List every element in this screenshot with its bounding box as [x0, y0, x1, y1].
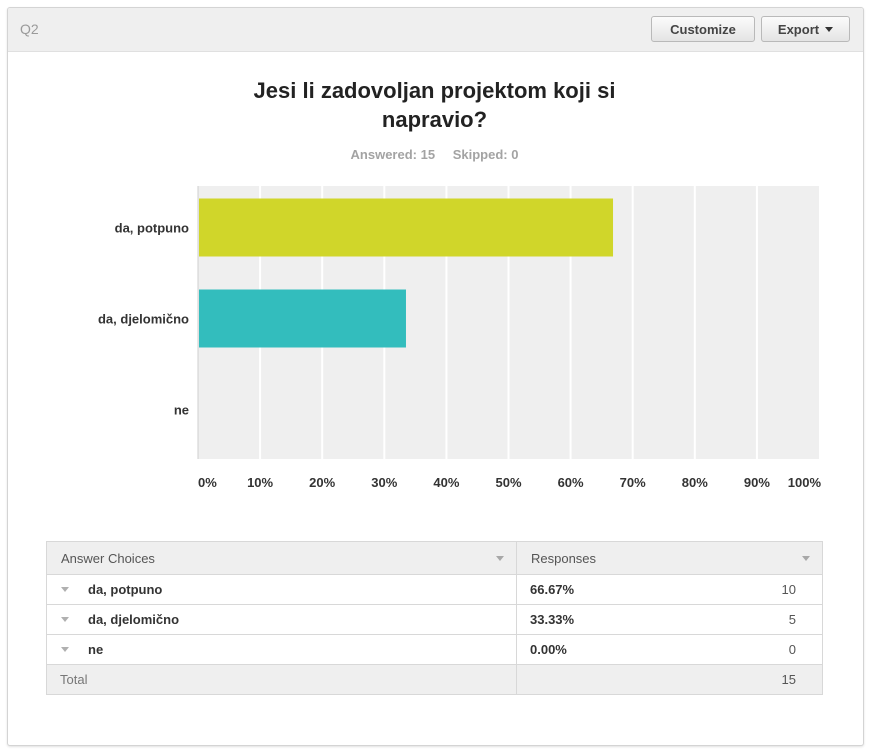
responses-header-label: Responses [531, 550, 597, 566]
bar-chart: 0% 10% 20% 30% 40% 50% 60% 70% 80% 90% 100% da, pot… [98, 186, 822, 490]
x-tick-label: 50% [495, 475, 521, 490]
response-count: 0 [788, 642, 796, 657]
export-button[interactable]: Export [761, 16, 850, 42]
answer-choices-header[interactable]: Answer Choices [46, 541, 517, 575]
response-count: 5 [788, 612, 796, 627]
response-count: 10 [781, 582, 796, 597]
expand-chevron-icon[interactable] [61, 647, 69, 652]
x-tick-label: 100% [788, 475, 822, 490]
bar[interactable] [199, 198, 614, 257]
total-label: Total [60, 672, 88, 687]
expand-chevron-icon[interactable] [61, 617, 69, 622]
x-tick-label: 20% [309, 475, 335, 490]
category-label: ne [174, 403, 189, 418]
expand-chevron-icon[interactable] [61, 587, 69, 592]
customize-button-label: Customize [670, 21, 736, 37]
table-row: da, potpuno 66.67% 10 [46, 574, 823, 605]
panel-header: Q2 Customize Export [8, 8, 863, 52]
x-tick-label: 40% [433, 475, 459, 490]
x-tick-label: 0% [198, 475, 217, 490]
chart-title: Jesi li zadovoljan projektom koji si nap… [253, 78, 616, 132]
response-percent: 66.67% [530, 582, 575, 597]
x-tick-label: 80% [682, 475, 708, 490]
x-tick-label: 60% [558, 475, 584, 490]
answered-count: Answered: 15 [350, 147, 436, 162]
category-label: da, potpuno [115, 221, 189, 236]
table-header-row: Answer Choices Responses [46, 541, 823, 575]
x-tick-label: 90% [744, 475, 770, 490]
table-row: da, djelomično 33.33% 5 [46, 604, 823, 635]
question-label: Q2 [20, 21, 39, 37]
total-row: Total 15 [46, 664, 823, 695]
category-label: da, djelomično [98, 312, 189, 327]
responses-header[interactable]: Responses [516, 541, 823, 575]
choice-label: ne [88, 642, 104, 657]
export-button-label: Export [777, 21, 820, 37]
bar[interactable] [199, 289, 406, 348]
x-tick-label: 10% [247, 475, 273, 490]
x-tick-label: 30% [371, 475, 397, 490]
question-panel: Q2 Customize Export Jesi li zadovoljan p… [7, 7, 864, 746]
choice-label: da, potpuno [88, 582, 163, 597]
response-percent: 33.33% [530, 612, 575, 627]
total-count: 15 [781, 672, 796, 687]
customize-button[interactable]: Customize [651, 16, 755, 42]
choice-label: da, djelomično [88, 612, 180, 627]
skipped-count: Skipped: 0 [452, 147, 519, 162]
x-tick-label: 70% [620, 475, 646, 490]
answer-choices-header-label: Answer Choices [61, 550, 155, 566]
responses-table: Answer Choices Responses da, potpuno [46, 541, 823, 695]
chevron-down-icon [825, 26, 834, 32]
response-stats: Answered: 15 Skipped: 0 [208, 147, 661, 162]
table-row: ne 0.00% 0 [46, 634, 823, 665]
sort-chevron-icon[interactable] [496, 556, 504, 561]
response-percent: 0.00% [530, 642, 567, 657]
sort-chevron-icon[interactable] [802, 556, 810, 561]
